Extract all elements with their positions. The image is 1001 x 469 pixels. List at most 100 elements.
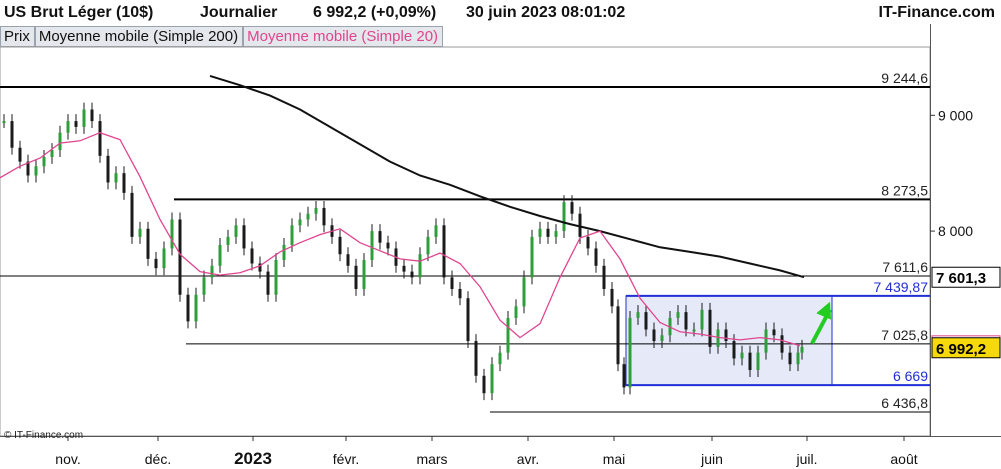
legend: Prix Moyenne mobile (Simple 200) Moyenne… [0, 26, 444, 47]
datetime-label: 30 juin 2023 08:01:02 [466, 4, 626, 21]
price-candle [194, 294, 198, 322]
price-candle [58, 132, 62, 151]
price-candle [724, 329, 728, 342]
price-candle [306, 213, 310, 220]
price-candle [780, 335, 784, 353]
price-candle [354, 265, 358, 289]
level-label: 9 244,6 [881, 70, 928, 86]
price-candle [250, 248, 254, 264]
price-candle [716, 329, 720, 347]
price-candle [660, 335, 664, 342]
price-candle [170, 219, 174, 249]
sma200-line [209, 74, 805, 279]
y-tick-label: 9 000 [938, 107, 973, 123]
price-candle [676, 312, 680, 318]
price-candle [218, 244, 222, 266]
price-candle [628, 317, 632, 388]
price-candle [490, 364, 494, 394]
price-candle [434, 225, 438, 237]
price-candle [122, 173, 126, 193]
price-candle [466, 298, 470, 342]
x-tick-label: juin [700, 451, 723, 467]
x-tick-label: 2023 [234, 449, 272, 468]
level-label: 6 436,8 [881, 395, 928, 411]
price-candle [146, 228, 150, 259]
chart-header: US Brut Léger (10$) Journalier 6 992,2 (… [0, 0, 1001, 26]
level-label: 7 439,87 [874, 279, 929, 295]
price-candle [482, 375, 486, 394]
price-candle [732, 341, 736, 359]
price-candle [74, 121, 78, 127]
price-candle [410, 271, 414, 278]
price-candle [578, 213, 582, 237]
price-candle [50, 150, 54, 157]
copyright-label: © IT-Finance.com [4, 430, 84, 441]
price-candle [266, 271, 270, 295]
price-candle [154, 258, 158, 269]
value-badge [931, 337, 1001, 359]
price-candle [402, 265, 406, 272]
price-candle [764, 329, 768, 353]
price-candle [106, 155, 110, 183]
level-label: 8 273,5 [881, 182, 928, 198]
price-candle [386, 242, 390, 249]
price-candle [242, 225, 246, 249]
x-tick-label: févr. [333, 451, 359, 467]
price-candle [426, 236, 430, 255]
legend-item-sma200[interactable]: Moyenne mobile (Simple 200) [34, 26, 244, 47]
price-candle [740, 352, 744, 359]
x-tick-label: mai [603, 451, 626, 467]
price-candle [684, 312, 688, 330]
value-badge-label: 7 601,3 [936, 270, 986, 287]
price-candle [338, 236, 342, 255]
price-candle [772, 329, 776, 336]
price-candle [274, 260, 278, 295]
price-candle [570, 202, 574, 214]
price-candle [586, 236, 590, 249]
price-candle [314, 207, 318, 214]
price-candle [748, 352, 752, 371]
level-label: 6 669 [893, 368, 928, 384]
price-candle [498, 352, 502, 365]
price-candle [602, 265, 606, 289]
value-badge-label: 6 992,2 [936, 341, 986, 358]
price-candle [130, 192, 134, 237]
price-candle [700, 309, 704, 330]
instrument-title: US Brut Léger (10$) [4, 4, 154, 21]
price-candle [186, 294, 190, 322]
price-candle [2, 121, 6, 124]
price-candle [622, 364, 626, 388]
price-candle [530, 236, 534, 278]
price-candle [562, 202, 566, 232]
x-tick-label: avr. [517, 451, 540, 467]
price-candle [26, 161, 30, 176]
price-candle [226, 236, 230, 245]
price-candle [514, 306, 518, 318]
trend-arrow-head [816, 301, 832, 320]
value-badge [931, 266, 1001, 288]
x-tick-label: mars [416, 451, 447, 467]
price-candle [290, 225, 294, 245]
price-candle [756, 352, 760, 371]
level-label: 7 025,8 [881, 327, 928, 343]
price-candle [202, 277, 206, 295]
price-candle [652, 329, 656, 342]
x-tick-label: juil. [795, 451, 817, 467]
price-candle [282, 244, 286, 261]
price-candle [418, 254, 422, 278]
timeframe-label: Journalier [200, 4, 278, 21]
price-candle [474, 341, 478, 376]
price-candle [42, 156, 46, 167]
price-candle [594, 248, 598, 266]
price-candle [692, 329, 696, 332]
price-candle [788, 352, 792, 365]
price-candle [378, 231, 382, 243]
x-tick-label: nov. [55, 451, 80, 467]
price-candle [98, 121, 102, 156]
price-candle [506, 317, 510, 353]
price-candle [546, 228, 550, 237]
price-candle [210, 265, 214, 278]
legend-item-price[interactable]: Prix [0, 26, 35, 47]
price-candle [298, 219, 302, 226]
price-candle [616, 306, 620, 365]
